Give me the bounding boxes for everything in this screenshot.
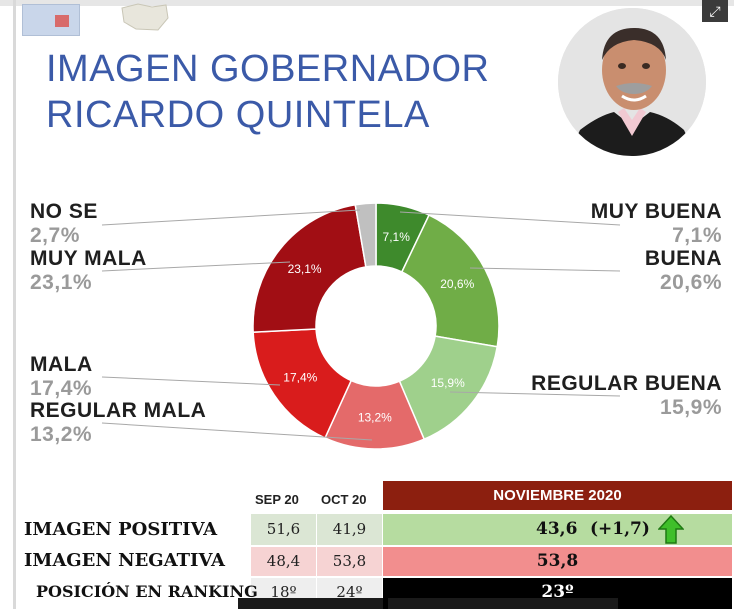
title-line-1: IMAGEN GOBERNADOR	[46, 48, 490, 90]
slice-muy-mala	[252, 203, 367, 333]
label-muy-mala: MUY MALA	[30, 247, 147, 270]
label-no-se: NO SE	[30, 200, 98, 223]
row-label-ranking: POSICIÓN EN RANKING	[36, 582, 258, 601]
slice-label-mala: 17,4%	[283, 370, 317, 384]
value-muy-buena: 7,1%	[672, 224, 722, 247]
leader-line	[449, 391, 621, 397]
arrow-up-icon	[658, 515, 684, 544]
label-regular-buena: REGULAR BUENA	[531, 372, 722, 395]
value-no-se: 2,7%	[30, 224, 80, 247]
value-mala: 17,4%	[30, 377, 93, 400]
cell-ranking-nov: 23º	[541, 582, 574, 602]
governor-photo	[558, 8, 706, 156]
row-label-positiva: IMAGEN POSITIVA	[24, 519, 218, 540]
label-buena: BUENA	[644, 247, 722, 270]
left-border	[13, 0, 16, 609]
expand-icon[interactable]: ⤢	[702, 0, 728, 22]
slice-label-muy-buena: 7,1%	[383, 230, 411, 244]
label-regular-mala: REGULAR MALA	[30, 399, 207, 422]
nov-negative-bg	[383, 547, 732, 576]
donut-chart: 7,1% 20,6% 15,9% 13,2% 17,4% 23,1%	[101, 202, 621, 450]
cell-ranking-sep: 18º	[270, 583, 297, 601]
leader-line	[469, 267, 621, 272]
slice-label-regular-mala: 13,2%	[358, 410, 392, 424]
cell-bg	[317, 514, 382, 545]
cell-bg	[317, 547, 382, 576]
value-regular-mala: 13,2%	[30, 423, 93, 446]
header-sep: SEP 20	[255, 492, 299, 507]
slice-buena	[400, 214, 500, 348]
leader-line	[399, 211, 621, 226]
slice-label-muy-mala: 23,1%	[288, 262, 322, 276]
label-muy-buena: MUY BUENA	[590, 200, 722, 223]
leader-line	[101, 422, 373, 441]
player-bar	[238, 598, 383, 609]
title-line-2: RICARDO QUINTELA	[46, 94, 430, 136]
cell-negativa-oct: 53,8	[332, 552, 367, 570]
value-regular-buena: 15,9%	[659, 396, 722, 419]
cell-positiva-oct: 41,9	[332, 520, 367, 538]
province-map-icon	[121, 3, 169, 31]
slice-no-se	[354, 202, 377, 268]
cell-negativa-nov: 53,8	[536, 551, 579, 571]
cell-positiva-change: (+1,7)	[590, 519, 650, 539]
map-marker	[55, 15, 69, 27]
row-label-negativa: IMAGEN NEGATIVA	[24, 550, 225, 571]
cell-positiva-nov: 43,6	[536, 519, 578, 539]
cell-bg	[251, 514, 316, 545]
cell-ranking-oct: 24º	[336, 583, 363, 601]
top-bar	[0, 0, 734, 6]
leader-line	[101, 209, 361, 226]
value-muy-mala: 23,1%	[30, 271, 93, 294]
cell-bg	[251, 547, 316, 576]
slice-label-buena: 20,6%	[440, 277, 474, 291]
header-oct: OCT 20	[321, 492, 367, 507]
player-bar	[388, 598, 618, 609]
slice-label-regular-buena: 15,9%	[431, 376, 465, 390]
leader-line	[101, 376, 281, 386]
label-mala: MALA	[30, 353, 93, 376]
cell-positiva-sep: 51,6	[266, 520, 301, 538]
map-thumbnail	[22, 4, 80, 36]
value-buena: 20,6%	[659, 271, 722, 294]
header-nov: NOVIEMBRE 2020	[383, 481, 732, 510]
leader-line	[101, 261, 291, 272]
cell-negativa-sep: 48,4	[266, 552, 301, 570]
